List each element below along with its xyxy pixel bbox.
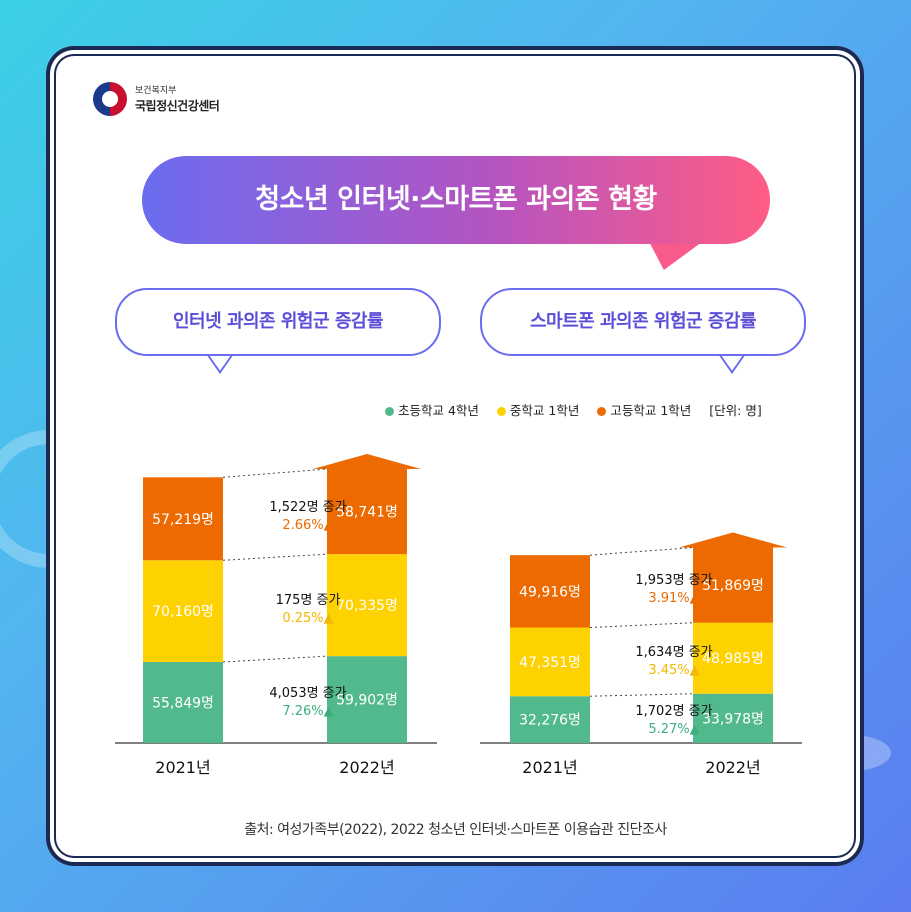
internet-connector-elementary (222, 655, 328, 663)
smartphone-change-middle: 1,634명 증가 (635, 645, 712, 660)
smartphone-bar-label-0-high: 49,916명 (519, 584, 581, 600)
subtitle-smartphone: 스마트폰 과의존 위험군 증감률 (480, 288, 806, 356)
smartphone-bar-0-high (510, 555, 590, 628)
smartphone-bar-1-middle (693, 622, 773, 694)
internet-rate-high: 2.66%▲ (282, 518, 333, 533)
internet-rate-middle: 0.25%▲ (282, 611, 333, 626)
internet-connector-middle (222, 553, 328, 561)
taegeuk-emblem-icon (93, 82, 127, 116)
internet-bar-label-0-elementary: 55,849명 (152, 696, 214, 712)
smartphone-rate-middle: 3.45%▲ (648, 663, 699, 678)
legend-dot-elementary (385, 407, 394, 416)
internet-bar-label-1-elementary: 59,902명 (336, 693, 398, 709)
smartphone-connector-elementary (589, 693, 694, 697)
smartphone-growth-arrow-icon (679, 532, 787, 548)
legend-label-elementary: 초등학교 4학년 (398, 403, 479, 418)
smartphone-rate-elementary: 5.27%▲ (648, 722, 699, 737)
internet-category-label-0: 2021년 (155, 758, 210, 777)
internet-bar-0-middle (143, 560, 223, 663)
smartphone-bar-1-high (693, 547, 773, 623)
page-title: 청소년 인터넷·스마트폰 과의존 현황 (255, 184, 657, 215)
smartphone-bar-0-elementary (510, 696, 590, 743)
internet-change-middle: 175명 증가 (276, 593, 341, 608)
legend-item-elementary: 초등학교 4학년 (385, 403, 479, 418)
smartphone-bar-1-elementary (693, 693, 773, 743)
internet-bar-label-1-high: 58,741명 (336, 505, 398, 521)
smartphone-category-label-0: 2021년 (522, 758, 577, 777)
internet-bar-1-elementary (327, 656, 407, 743)
title-bubble (142, 156, 770, 244)
internet-bar-0-high (143, 477, 223, 561)
legend-item-high: 고등학교 1학년 (597, 403, 691, 418)
internet-rate-elementary: 7.26%▲ (282, 704, 333, 719)
internet-connector-high (222, 468, 328, 478)
legend-dot-high (597, 407, 607, 416)
smartphone-connector-high (589, 546, 694, 556)
smartphone-bar-label-1-elementary: 33,978명 (702, 711, 764, 727)
smartphone-rate-high: 3.91%▲ (648, 591, 699, 606)
internet-category-label-1: 2022년 (339, 758, 394, 777)
chart-legend: 초등학교 4학년 중학교 1학년 고등학교 1학년 [단위: 명] (385, 400, 762, 419)
internet-bar-0-elementary (143, 662, 223, 743)
legend-dot-middle (496, 407, 506, 416)
source-citation: 출처: 여성가족부(2022), 2022 청소년 인터넷·스마트폰 이용습관 … (244, 822, 667, 838)
smartphone-category-label-1: 2022년 (705, 758, 760, 777)
internet-change-high: 1,522명 증가 (269, 500, 346, 515)
internet-change-elementary: 4,053명 증가 (269, 686, 346, 701)
internet-bar-label-1-middle: 70,335명 (336, 598, 398, 614)
smartphone-bar-label-0-elementary: 32,276명 (519, 713, 581, 729)
subtitle-internet: 인터넷 과의존 위험군 증감률 (115, 288, 441, 356)
legend-item-middle: 중학교 1학년 (496, 403, 580, 418)
smartphone-bar-label-1-middle: 48,985명 (702, 651, 764, 667)
smartphone-bar-label-0-middle: 47,351명 (519, 655, 581, 671)
internet-bar-label-0-high: 57,219명 (152, 512, 214, 528)
internet-growth-arrow-icon (313, 453, 421, 469)
legend-label-middle: 중학교 1학년 (509, 403, 580, 418)
ministry-name: 보건복지부 (135, 86, 177, 96)
unit-label: [단위: 명] (709, 403, 762, 418)
smartphone-change-high: 1,953명 증가 (635, 573, 712, 588)
smartphone-bar-label-1-high: 51,869명 (702, 578, 764, 594)
legend-label-high: 고등학교 1학년 (610, 403, 692, 418)
smartphone-bar-0-middle (510, 627, 590, 697)
smartphone-connector-middle (589, 622, 694, 629)
internet-bar-label-0-middle: 70,160명 (152, 604, 214, 620)
center-name: 국립정신건강센터 (135, 99, 220, 113)
internet-bar-1-middle (327, 554, 407, 657)
internet-bar-1-high (327, 468, 407, 555)
ministry-logo: 보건복지부 국립정신건강센터 (93, 80, 253, 120)
smartphone-change-elementary: 1,702명 증가 (635, 704, 712, 719)
